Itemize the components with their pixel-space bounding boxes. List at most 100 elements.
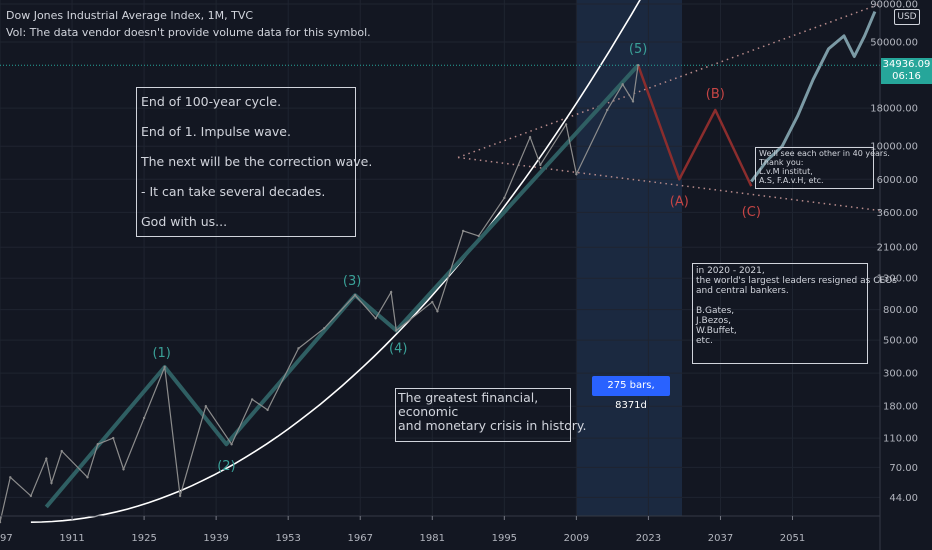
price-point	[564, 123, 568, 126]
price-point	[178, 494, 182, 498]
x-tick-label: 1953	[275, 533, 300, 544]
projection-series	[750, 11, 877, 183]
x-tick-label: 1967	[348, 533, 373, 544]
x-tick-label: 1995	[492, 533, 517, 544]
price-point	[436, 310, 439, 313]
y-tick-label: 70.00	[889, 463, 918, 474]
price-point	[539, 163, 542, 167]
last-price-value: 34936.09	[882, 59, 931, 71]
volume-note: Vol: The data vendor doesn't provide vol…	[6, 26, 371, 39]
y-tick-label: 1300.00	[877, 274, 918, 285]
price-point	[86, 476, 89, 479]
price-point	[621, 83, 624, 86]
note-line: The next will be the correction wave.	[141, 154, 373, 169]
note-leaders[interactable]: in 2020 - 2021, the world's largest lead…	[692, 263, 897, 364]
x-tick-label: 2051	[780, 533, 805, 544]
correction-label: (B)	[706, 87, 725, 102]
price-point	[606, 108, 609, 112]
note-line: - It can take several decades.	[141, 184, 326, 199]
price-point	[142, 416, 146, 420]
x-tick-label: 1925	[131, 533, 156, 544]
y-tick-label: 300.00	[883, 369, 918, 380]
note-line	[696, 296, 864, 306]
last-price-tag: 34936.09 06:16	[881, 58, 932, 85]
projection-zone	[577, 0, 682, 516]
trend-lines	[457, 3, 881, 212]
price-point	[297, 347, 300, 350]
x-tick-label: 2037	[708, 533, 733, 544]
price-point	[528, 135, 532, 139]
price-axis[interactable]: 90000.00 50000.00 18000.00 10000.00 6000.00 3…	[870, 0, 918, 504]
note-line: W.Buffet,	[696, 326, 737, 336]
note-crisis[interactable]: The greatest financial, economic and mon…	[395, 388, 587, 442]
symbol-title: Dow Jones Industrial Average Index, 1M, …	[6, 9, 254, 22]
wave-label: (2)	[217, 459, 235, 474]
price-point	[503, 196, 506, 200]
parabolic-curve	[30, 0, 641, 523]
price-point	[112, 436, 115, 440]
y-tick-label: 800.00	[883, 305, 918, 316]
note-line: End of 100-year cycle.	[141, 94, 282, 109]
price-point	[631, 100, 635, 103]
note-line: B.Gates,	[696, 306, 735, 316]
correction-wave-path	[636, 64, 753, 187]
bar-countdown: 06:16	[892, 71, 921, 83]
x-tick-label: 1911	[59, 533, 84, 544]
note-line: in 2020 - 2021,	[696, 266, 765, 276]
correction-label: (C)	[742, 205, 761, 220]
price-point	[374, 317, 377, 320]
note-forty-years[interactable]: We'll see each other in 40 years. Thank …	[755, 147, 890, 189]
time-axis[interactable]: 1897 1911 1925 1939 1953 1967 1981 1995 2009 2023…	[0, 516, 805, 544]
note-line: etc.	[696, 336, 713, 346]
price-point	[250, 398, 254, 401]
wave-labels: (1) (2) (3) (4) (5) (A) (B) (C)	[152, 42, 760, 474]
price-points	[0, 64, 640, 524]
y-tick-label: 6000.00	[877, 175, 918, 186]
note-cycle[interactable]: End of 100-year cycle. End of 1. Impulse…	[136, 87, 372, 237]
wave-label: (1)	[152, 346, 170, 361]
price-point	[353, 294, 357, 297]
impulse-wave-path	[44, 63, 640, 509]
price-point	[461, 229, 465, 233]
price-point	[45, 457, 48, 460]
price-point	[636, 64, 640, 67]
price-point	[395, 329, 398, 332]
trend-line	[457, 3, 881, 159]
price-point	[230, 443, 233, 446]
correction-label: (A)	[670, 194, 689, 209]
note-line: End of 1. Impulse wave.	[141, 124, 291, 139]
price-point	[0, 520, 2, 524]
price-series	[0, 65, 639, 523]
wave-label: (4)	[389, 341, 407, 356]
price-point	[266, 408, 269, 412]
grid	[0, 0, 880, 516]
x-tick-label: 2009	[564, 533, 589, 544]
price-point	[323, 327, 326, 330]
y-tick-label: 44.00	[889, 493, 918, 504]
currency-button[interactable]: USD	[894, 9, 920, 25]
note-line: the world's largest leaders resigned as …	[696, 276, 897, 286]
note-line: Thank you:	[759, 158, 804, 167]
note-line: and monetary crisis in history.	[398, 418, 587, 433]
y-tick-label: 10000.00	[870, 142, 918, 153]
price-point	[431, 300, 434, 304]
note-line: A.S, F.A.v.H, etc.	[759, 176, 824, 185]
measure-badge[interactable]: 275 bars, 8371d	[592, 376, 670, 411]
price-point	[60, 449, 63, 453]
note-line: L.v.M institut,	[759, 167, 813, 176]
y-tick-label: 90000.00	[870, 0, 918, 11]
y-tick-label: 2100.00	[877, 243, 918, 254]
note-line: J.Bezos,	[696, 316, 732, 326]
price-point	[163, 365, 166, 369]
x-tick-label: 1939	[203, 533, 228, 544]
price-point	[575, 172, 578, 176]
y-tick-label: 18000.00	[870, 104, 918, 115]
y-tick-label: 3600.00	[877, 208, 918, 219]
y-tick-label: 110.00	[883, 434, 918, 445]
price-point	[204, 405, 208, 408]
x-tick-label: 1897	[0, 533, 13, 544]
y-tick-label: 50000.00	[870, 38, 918, 49]
y-tick-label: 180.00	[883, 402, 918, 413]
